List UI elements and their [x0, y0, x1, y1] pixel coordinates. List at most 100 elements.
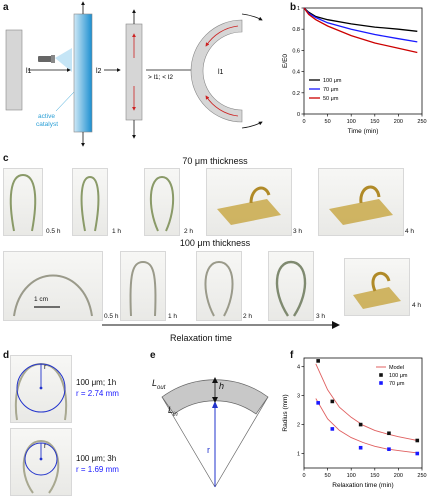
- x-tick-label: 0: [302, 119, 305, 125]
- panel-letter-f: f: [290, 350, 294, 361]
- series-line-2: [303, 7, 418, 54]
- model-curve-1: [315, 398, 418, 454]
- catalyst-pointer: [55, 91, 75, 112]
- x-axis-label: Relaxation time (min): [332, 482, 393, 489]
- e-h-label: h: [219, 381, 225, 391]
- y-tick-label: 1: [297, 452, 300, 458]
- l2-label: l2: [96, 68, 102, 75]
- y-tick-label: 0.2: [292, 91, 300, 97]
- time-100-0p5h: 0.5 h: [104, 313, 119, 320]
- photo-d-1h: [10, 355, 72, 423]
- strip-bent: [190, 19, 243, 123]
- data-point-0-2: [358, 422, 363, 427]
- x-tick-label: 150: [370, 119, 379, 125]
- y-tick-label: 1: [297, 6, 300, 12]
- e-lin-main: L: [168, 405, 174, 415]
- data-point-1-2: [358, 445, 363, 450]
- plot-frame: [303, 357, 423, 469]
- data-point-1-1: [330, 427, 335, 431]
- panel-e-diagram: [161, 377, 269, 488]
- y-tick-label: 0.6: [292, 48, 300, 54]
- legend-swatch-0: [379, 373, 383, 377]
- time-100-4h: 4 h: [412, 302, 422, 309]
- x-tick-label: 150: [370, 473, 379, 479]
- e-lout-main: L: [152, 378, 158, 388]
- photo-100-0p5h: [3, 251, 103, 321]
- row1-title: 70 μm thickness: [182, 156, 248, 166]
- panel-b-chart: 0 50 100 150 200 250 0 0.2 0.4 0.6 0.8 1 Time (min) E…: [282, 6, 427, 135]
- catalyst-label-2: catalyst: [36, 121, 58, 128]
- legend-label-1: 70 μm: [323, 87, 339, 93]
- y-tick-label: 3: [297, 394, 300, 400]
- legend-label-2: 50 μm: [323, 96, 339, 102]
- photo-70-3h: [206, 168, 292, 236]
- time-70-0p5h: 0.5 h: [46, 228, 61, 235]
- data-point-0-4: [415, 438, 420, 443]
- d-bottom-line1: 100 μm; 3h: [76, 454, 117, 463]
- y-tick-label: 0: [297, 112, 300, 118]
- legend-label-0: 100 μm: [389, 373, 408, 379]
- x-tick-label: 0: [302, 473, 305, 479]
- e-lout-sub: out: [157, 384, 166, 391]
- panel-f-chart: 0 50 100 150 200 250 1 2 3 4 Relaxation time (min)…: [282, 357, 427, 489]
- legend-label-0: 100 μm: [323, 78, 342, 84]
- y-axis-label: E/E0: [282, 54, 289, 68]
- x-tick-label: 200: [394, 119, 403, 125]
- x-tick-label: 100: [347, 119, 356, 125]
- e-lin-label: Lin: [168, 405, 178, 418]
- y-tick-label: 2: [297, 423, 300, 429]
- e-lout-label: Lout: [152, 378, 165, 391]
- x-tick-label: 100: [347, 473, 356, 479]
- photo-d-3h: [10, 428, 72, 496]
- x-tick-label: 250: [417, 473, 426, 479]
- d-r-label-2: r: [44, 443, 47, 450]
- photo-70-2h: [144, 168, 180, 236]
- legend-label-1: 70 μm: [389, 381, 405, 387]
- strip-initial: [5, 29, 23, 111]
- data-point-1-4: [415, 451, 420, 456]
- d-top-line2: r = 2.74 mm: [76, 389, 119, 398]
- d-bottom-line2: r = 1.69 mm: [76, 465, 119, 474]
- l1-bent-label: l1: [218, 69, 224, 76]
- catalyst-label-1: active: [38, 113, 55, 120]
- panel-letter-d: d: [3, 350, 10, 361]
- photo-100-2h: [196, 251, 242, 321]
- y-tick-label: 0.4: [292, 70, 300, 76]
- time-70-3h: 3 h: [293, 228, 303, 235]
- photo-100-1h: [120, 251, 166, 321]
- panel-a-schematic: l1 active catalyst l2 > l1; < l2 l1: [5, 1, 263, 147]
- condition-label: > l1; < l2: [148, 74, 173, 81]
- plot-frame: [303, 7, 423, 115]
- time-100-1h: 1 h: [168, 313, 178, 320]
- y-tick-label: 0.8: [292, 27, 300, 33]
- e-lin-sub: in: [173, 411, 178, 418]
- photo-70-0p5h: [3, 168, 43, 236]
- d-r-label-1: r: [44, 364, 47, 371]
- data-point-1-3: [387, 447, 391, 451]
- time-100-3h: 3 h: [316, 313, 326, 320]
- time-70-1h: 1 h: [112, 228, 122, 235]
- legend-swatch-1: [379, 381, 383, 385]
- x-tick-label: 200: [394, 473, 403, 479]
- relaxation-axis-label: Relaxation time: [170, 333, 233, 343]
- panel-letter-e: e: [150, 350, 156, 361]
- model-curve-0: [315, 363, 418, 441]
- photo-70-4h: [318, 168, 404, 236]
- data-point-0-0: [316, 359, 320, 363]
- light-source-icon: [38, 48, 72, 72]
- panel-letter-b: b: [290, 2, 297, 13]
- legend-label-model: Model: [389, 365, 404, 371]
- e-r-label: r: [207, 445, 210, 455]
- d-top-line1: 100 μm; 1h: [76, 378, 117, 387]
- time-70-4h: 4 h: [405, 228, 415, 235]
- data-point-0-1: [330, 399, 335, 404]
- photo-100-3h: [268, 251, 314, 321]
- series-line-0: [303, 7, 418, 32]
- x-axis-label: Time (min): [348, 128, 379, 135]
- x-tick-label: 50: [325, 119, 331, 125]
- photo-100-4h: [344, 258, 410, 316]
- time-70-2h: 2 h: [184, 228, 194, 235]
- time-100-2h: 2 h: [243, 313, 253, 320]
- panel-letter-a: a: [3, 2, 9, 13]
- data-point-1-0: [316, 401, 320, 405]
